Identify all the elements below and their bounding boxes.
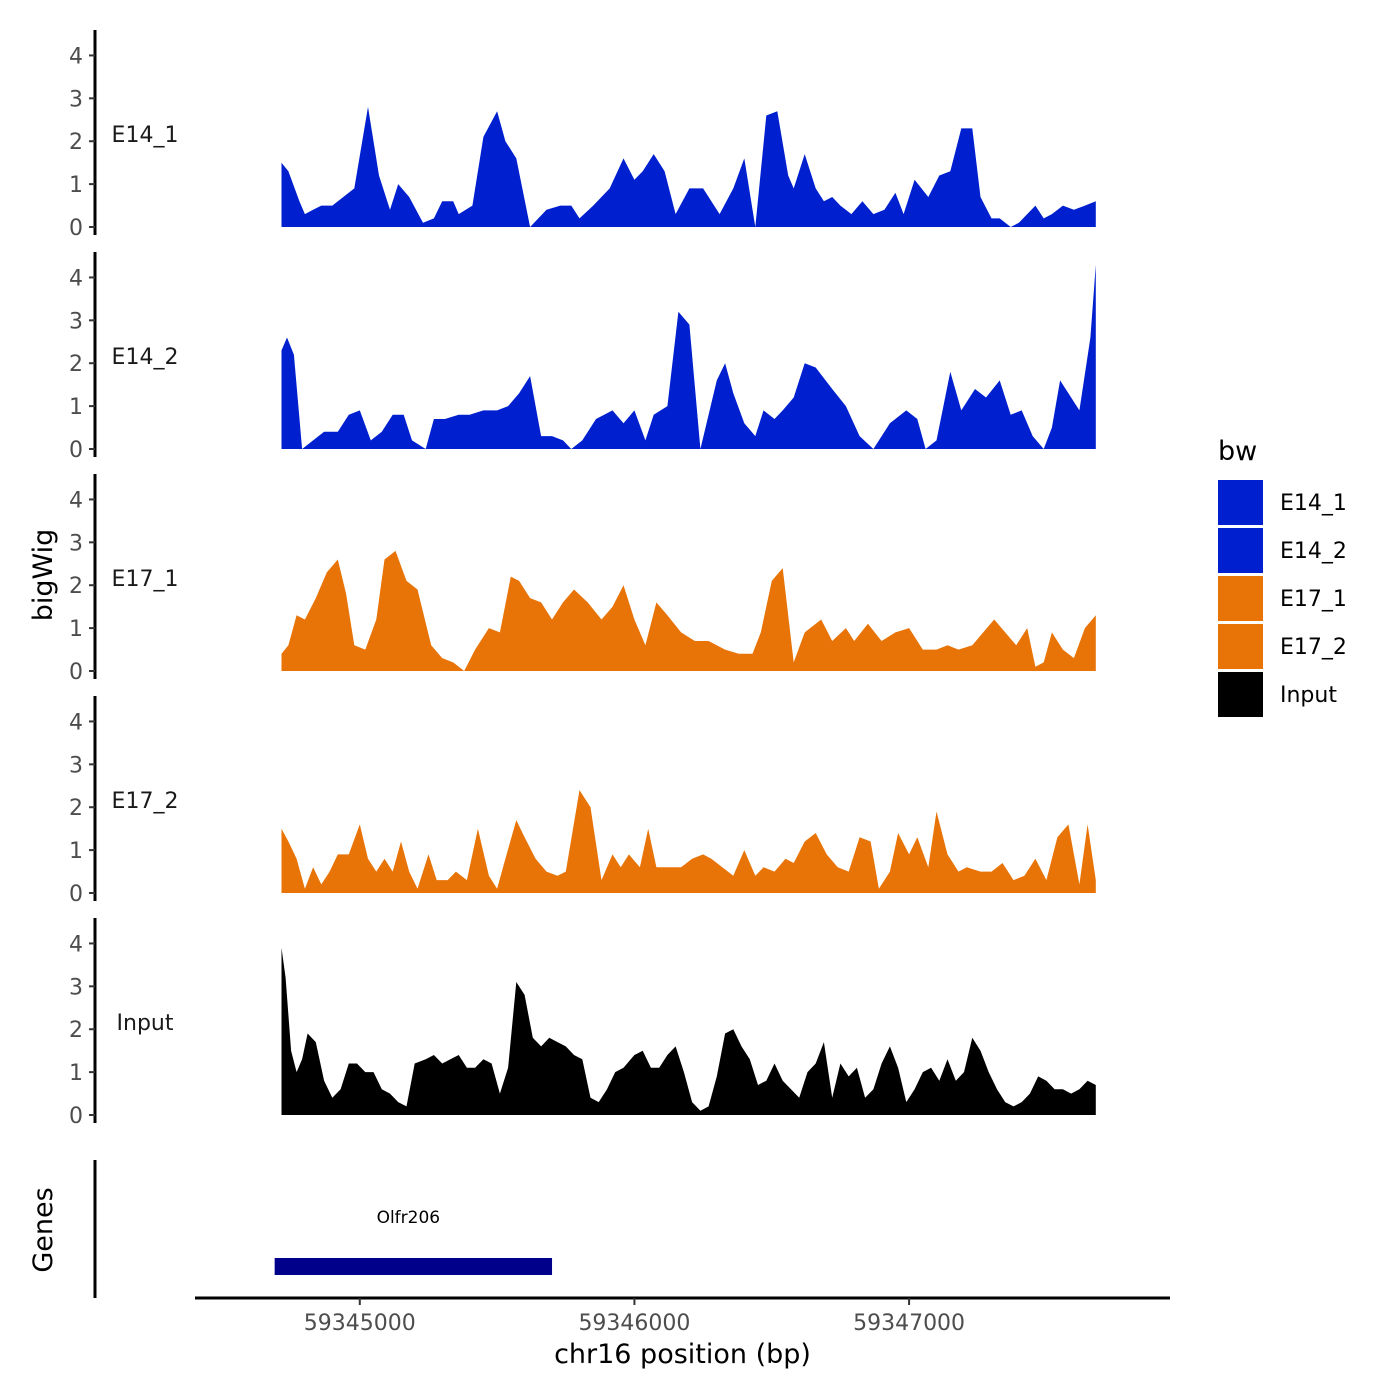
x-tick-label: 59346000 bbox=[578, 1311, 690, 1336]
y-tick-label: 0 bbox=[69, 216, 83, 241]
y-tick-label: 1 bbox=[69, 173, 83, 198]
legend: bw E14_1 E14_2 E17_1 E17_2 Input bbox=[1218, 436, 1347, 717]
legend-label-e14-2: E14_2 bbox=[1280, 539, 1347, 564]
track-label-e17-2: E17_2 bbox=[112, 789, 179, 814]
legend-swatch-e17-2 bbox=[1218, 624, 1263, 669]
y-tick-label: 2 bbox=[69, 130, 83, 155]
legend-title: bw bbox=[1218, 436, 1257, 467]
y-tick-label: 2 bbox=[69, 1018, 83, 1043]
y-tick-label: 3 bbox=[69, 753, 83, 778]
y-tick-label: 0 bbox=[69, 438, 83, 463]
y-tick-label: 3 bbox=[69, 975, 83, 1000]
y-tick-label: 0 bbox=[69, 1104, 83, 1129]
area-e14-2 bbox=[281, 264, 1096, 449]
x-axis: 59345000 59346000 59347000 bbox=[195, 1296, 1170, 1336]
legend-label-e14-1: E14_1 bbox=[1280, 491, 1347, 516]
x-tick-label: 59345000 bbox=[304, 1311, 416, 1336]
y-tick-label: 1 bbox=[69, 395, 83, 420]
legend-label-e17-1: E17_1 bbox=[1280, 587, 1347, 612]
y-tick-label: 0 bbox=[69, 882, 83, 907]
area-e14-1 bbox=[281, 106, 1096, 227]
legend-swatch-e14-2 bbox=[1218, 528, 1263, 573]
track-e14-2: 0 1 2 3 4 E14_2 bbox=[69, 252, 1096, 463]
y-axis-title: bigWig bbox=[28, 529, 59, 622]
y-tick-label: 3 bbox=[69, 87, 83, 112]
track-e14-1: 0 1 2 3 4 E14_1 bbox=[69, 30, 1096, 241]
y-tick-label: 1 bbox=[69, 617, 83, 642]
legend-swatch-e14-1 bbox=[1218, 480, 1263, 525]
track-label-e17-1: E17_1 bbox=[112, 567, 179, 592]
y-tick-label: 2 bbox=[69, 796, 83, 821]
legend-label-input: Input bbox=[1280, 683, 1337, 708]
gene-olfr206 bbox=[274, 1258, 553, 1275]
y-tick-label: 0 bbox=[69, 660, 83, 685]
area-input bbox=[281, 947, 1096, 1115]
y-tick-label: 4 bbox=[69, 488, 83, 513]
y-tick-label: 2 bbox=[69, 574, 83, 599]
y-tick-label: 3 bbox=[69, 309, 83, 334]
track-e17-1: 0 1 2 3 4 E17_1 bbox=[69, 474, 1096, 685]
legend-swatch-input bbox=[1218, 672, 1263, 717]
y-tick-label: 4 bbox=[69, 932, 83, 957]
y-tick-label: 4 bbox=[69, 44, 83, 69]
x-axis-title: chr16 position (bp) bbox=[554, 1339, 811, 1370]
track-label-e14-2: E14_2 bbox=[112, 345, 179, 370]
track-panels: 0 1 2 3 4 E14_1 0 1 2 3 4 E14_2 0 1 2 3 4 E17_1 0 1 2 3 4 E17_2… bbox=[69, 30, 1096, 1129]
genes-axis-title: Genes bbox=[28, 1187, 59, 1272]
y-tick-label: 1 bbox=[69, 1061, 83, 1086]
area-e17-1 bbox=[281, 550, 1096, 671]
legend-label-e17-2: E17_2 bbox=[1280, 635, 1347, 660]
y-tick-label: 2 bbox=[69, 352, 83, 377]
legend-swatch-e17-1 bbox=[1218, 576, 1263, 621]
area-e17-2 bbox=[281, 790, 1096, 893]
gene-label-olfr206: Olfr206 bbox=[377, 1208, 441, 1228]
genes-panel: Olfr206 bbox=[93, 1160, 553, 1298]
y-tick-label: 1 bbox=[69, 839, 83, 864]
track-label-input: Input bbox=[117, 1011, 174, 1036]
x-tick-label: 59347000 bbox=[853, 1311, 965, 1336]
track-label-e14-1: E14_1 bbox=[112, 123, 179, 148]
y-tick-label: 3 bbox=[69, 531, 83, 556]
track-input: 0 1 2 3 4 Input bbox=[69, 918, 1096, 1129]
track-e17-2: 0 1 2 3 4 E17_2 bbox=[69, 696, 1096, 907]
y-tick-label: 4 bbox=[69, 266, 83, 291]
y-tick-label: 4 bbox=[69, 710, 83, 735]
